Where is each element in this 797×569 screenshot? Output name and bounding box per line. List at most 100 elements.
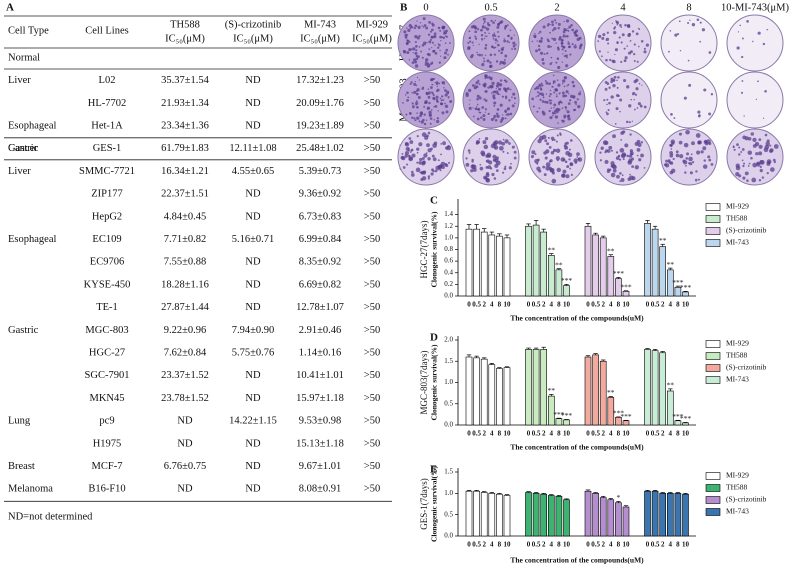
colony: [758, 138, 762, 142]
colony: [475, 106, 478, 108]
cell-line: SMMC-7721: [79, 166, 135, 177]
colony: [620, 177, 625, 182]
colony: [474, 84, 476, 86]
error-bar: [660, 492, 665, 494]
significance: ***: [561, 276, 573, 285]
colony: [500, 51, 503, 55]
colony: [605, 39, 607, 41]
x-tick-label: 10: [623, 541, 631, 549]
error-bar: [660, 243, 665, 247]
colony: [413, 58, 417, 62]
colony: [612, 78, 616, 82]
colony: [422, 17, 426, 21]
error-bar: [585, 355, 591, 357]
colony: [638, 28, 641, 30]
colony: [535, 49, 538, 53]
legend-label: MI-743: [726, 238, 749, 247]
significance: **: [548, 386, 556, 395]
colony: [636, 107, 639, 109]
colony: [746, 179, 749, 182]
colony: [471, 84, 475, 87]
colony: [422, 86, 424, 88]
error-bar: [541, 346, 546, 350]
colony: [490, 118, 494, 122]
colony: [576, 156, 579, 158]
colony: [407, 96, 410, 99]
colony: [431, 91, 433, 94]
error-bar: [601, 495, 606, 498]
cell-line: HGC-27: [89, 348, 125, 359]
colony: [708, 158, 712, 162]
colony: [643, 50, 647, 54]
colony: [436, 46, 440, 49]
x-axis-label: The concentration of the compounds(uM): [510, 556, 644, 565]
ic50-value: >50: [364, 257, 380, 268]
colony: [468, 37, 471, 40]
colony: [566, 35, 569, 38]
error-bar: [526, 347, 531, 350]
colony: [755, 98, 758, 100]
plate: [726, 71, 784, 129]
error-bar: [549, 494, 554, 496]
colony: [434, 169, 438, 173]
colony: [616, 174, 620, 179]
error-bar: [668, 492, 673, 494]
colony: [476, 53, 479, 56]
colony: [472, 107, 474, 109]
colony: [468, 103, 470, 105]
bar: [592, 234, 599, 297]
ic50-value: 8.08±0.91: [299, 484, 342, 495]
colony: [474, 30, 477, 34]
error-bar: [585, 222, 591, 227]
colony: [604, 150, 607, 154]
colony: [610, 149, 613, 152]
bar: [465, 228, 473, 297]
plate: [397, 71, 455, 129]
colony: [551, 111, 556, 115]
bar: [607, 499, 615, 537]
colony: [408, 59, 411, 61]
colony: [688, 156, 693, 162]
colony: [759, 165, 762, 168]
bar: [488, 234, 496, 297]
colony: [437, 159, 440, 162]
colony: [561, 61, 564, 63]
colony: [497, 140, 503, 145]
colony: [483, 144, 489, 150]
colony: [640, 153, 644, 158]
colony: [568, 45, 571, 49]
colony: [566, 85, 568, 87]
colony: [427, 63, 431, 67]
colony: [492, 141, 498, 146]
bar: [496, 368, 503, 426]
ic50-value: 23.34±1.36: [161, 121, 209, 132]
colony: [414, 24, 418, 28]
colony: [601, 55, 603, 58]
colony: [548, 82, 551, 86]
colony: [574, 161, 578, 164]
colony: [415, 101, 419, 105]
colony: [740, 91, 744, 94]
x-tick-label: 8: [617, 301, 621, 309]
colony: [412, 52, 414, 54]
colony: [742, 135, 747, 140]
colony: [639, 104, 643, 108]
bar: [532, 224, 540, 297]
colony: [425, 119, 428, 121]
legend-swatch: [705, 508, 721, 516]
colony: [548, 99, 551, 102]
colony: [752, 162, 758, 168]
colony: [547, 39, 550, 43]
colony: [421, 132, 427, 137]
error-bar: [504, 494, 510, 496]
colony: [426, 143, 430, 148]
colony: [420, 50, 423, 53]
colony: [553, 103, 557, 107]
colony: [408, 137, 412, 140]
colony: [563, 116, 566, 119]
ic50-value: 35.37±1.54: [161, 75, 210, 86]
colony: [747, 136, 752, 141]
colony: [434, 105, 438, 108]
colony: [493, 145, 499, 150]
error-bar: [497, 492, 502, 495]
